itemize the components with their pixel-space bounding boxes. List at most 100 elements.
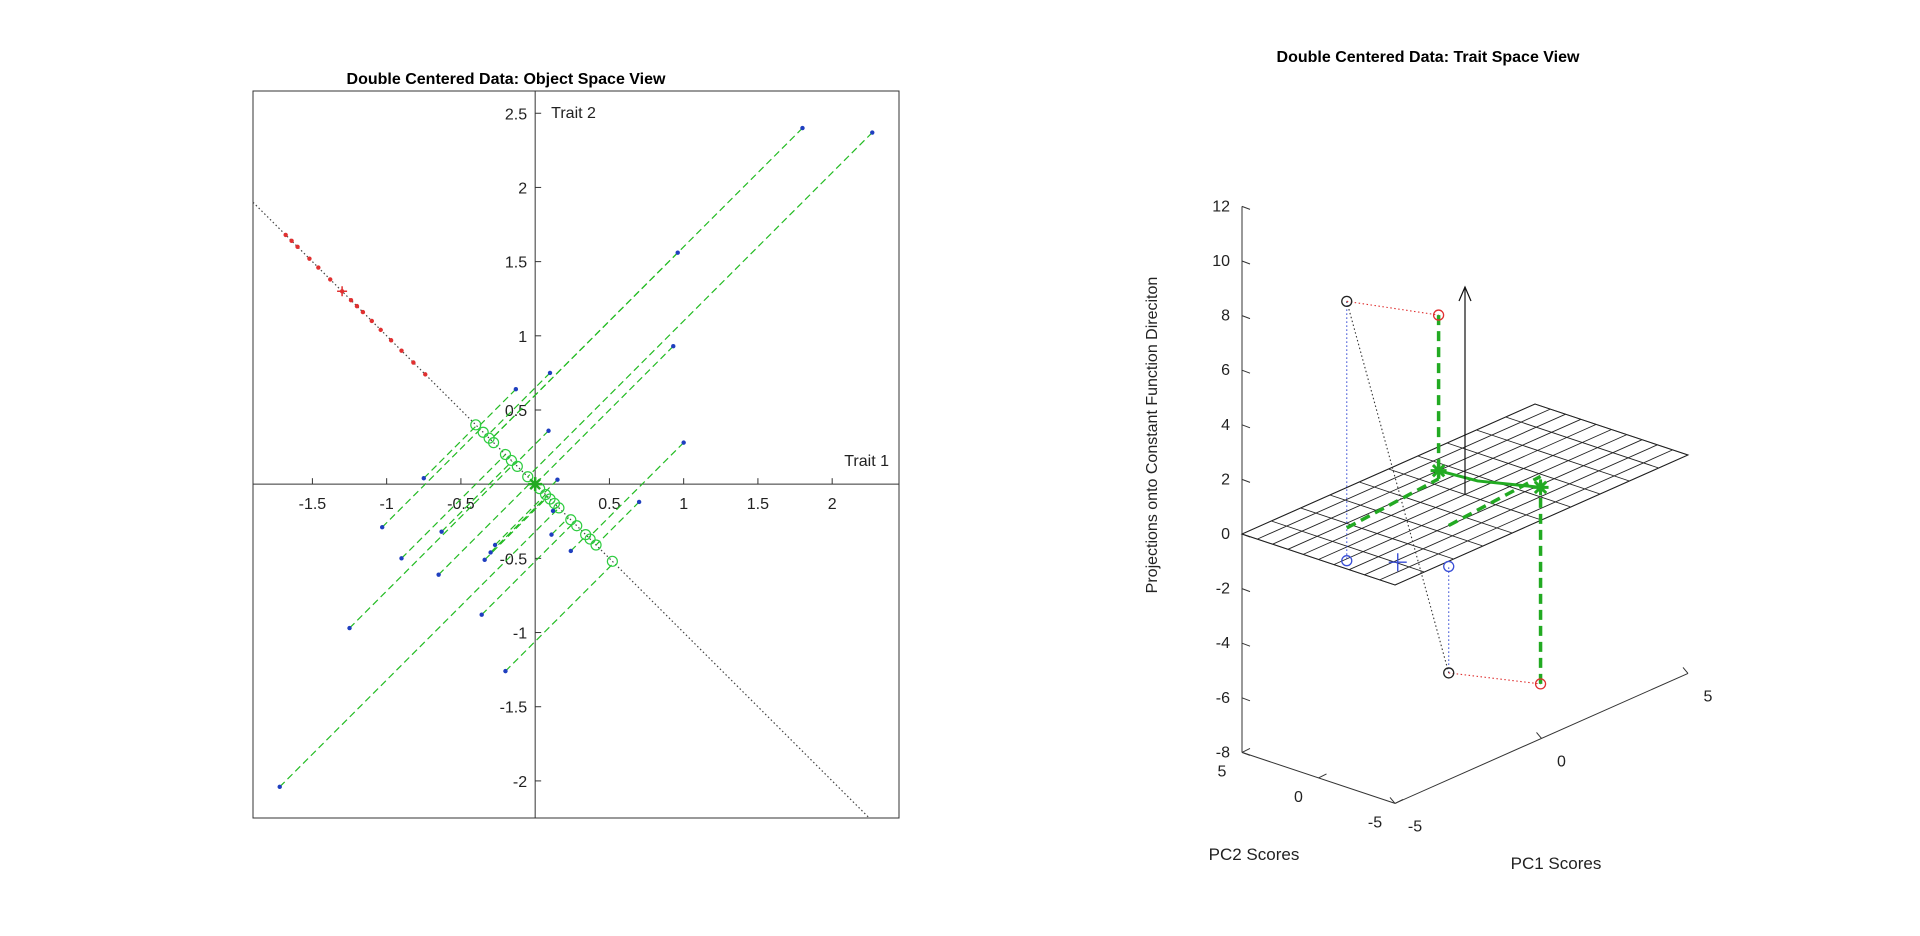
projection-line: [551, 517, 569, 536]
projection-line: [401, 454, 506, 559]
loading-point: [289, 238, 294, 244]
x-tick-label: -1.5: [299, 496, 327, 513]
pc2-axis-label: PC2 Scores: [1209, 845, 1300, 864]
trait-1-axis-label: Trait 1: [844, 453, 889, 470]
arrow-head: [1458, 285, 1472, 302]
blue-circle-point: [1341, 555, 1353, 567]
z-tick-label: -6: [1216, 690, 1230, 707]
projection-point: [487, 437, 500, 449]
z-tick-mark: [1241, 315, 1251, 320]
z-tick-label: 12: [1212, 198, 1230, 215]
projection-line: [486, 372, 551, 437]
x-tick-label: 2: [828, 496, 837, 513]
loading-point: [423, 372, 428, 377]
y-tick-label: 1.5: [505, 255, 527, 272]
loading-point: [283, 232, 288, 238]
data-point: [547, 370, 553, 376]
data-point: [421, 476, 426, 481]
z-tick-mark: [1241, 260, 1251, 265]
y-tick-label: -2: [513, 774, 527, 791]
data-point: [555, 477, 560, 482]
z-axis-label: Projections onto Constant Function Direc…: [1144, 277, 1161, 594]
black-circle-point: [1443, 667, 1455, 679]
x-tick-label: 0.5: [598, 496, 620, 513]
projection-line: [570, 534, 587, 552]
green-solid-vector: [1438, 469, 1541, 489]
pc1-tick-label: 0: [1557, 753, 1566, 770]
projection-line: [505, 562, 615, 672]
data-point: [675, 250, 680, 255]
data-point: [482, 557, 487, 563]
y-tick-label: -1.5: [500, 700, 528, 717]
z-tick-label: 10: [1212, 253, 1230, 270]
red-dotted-line: [1346, 300, 1439, 316]
loading-point: [354, 303, 360, 309]
mesh-line: [1476, 429, 1630, 482]
projection-point: [553, 502, 565, 514]
y-tick-label: -0.5: [500, 551, 528, 568]
trait-space-content: -8 -6 -4 -2 0 2 4 6 8 10 12 -5 0 5 -5 0 5: [1212, 198, 1712, 835]
loading-point: [411, 360, 416, 365]
red-circle-point: [1534, 678, 1547, 690]
x-tick-label: -1: [380, 496, 394, 513]
mesh-line: [1534, 403, 1689, 456]
data-point: [380, 525, 385, 530]
projection-point: [499, 448, 512, 461]
projection-point: [470, 419, 482, 431]
x-tick-label: -0.5: [447, 496, 475, 513]
z-tick-mark: [1241, 642, 1251, 647]
projection-point: [477, 426, 489, 438]
loading-point: [295, 244, 300, 249]
z-tick-label: 4: [1221, 417, 1230, 434]
projection-line: [494, 494, 546, 546]
data-point: [347, 625, 352, 631]
z-tick-mark: [1241, 588, 1251, 593]
z-tick-label: 0: [1221, 526, 1230, 543]
projection-point: [606, 555, 618, 567]
loading-point: [316, 265, 321, 270]
z-tick-mark: [1241, 205, 1251, 210]
pc1-tick-mark: [1389, 797, 1396, 804]
x-tick-label: 1: [679, 496, 688, 513]
data-point: [503, 668, 508, 674]
projection-line: [438, 480, 533, 576]
object-space-title: Double Centered Data: Object Space View: [347, 71, 666, 88]
green-dashed-base: [1345, 477, 1440, 530]
pc2-tick-label: 5: [1218, 763, 1227, 780]
data-point: [549, 532, 554, 537]
z-tick-label: 8: [1221, 308, 1230, 325]
blue-plus-marker: [1388, 553, 1407, 572]
data-point: [513, 387, 519, 392]
pc1-tick-label: -5: [1408, 818, 1422, 835]
z-tick-mark: [1241, 478, 1251, 483]
projection-line: [477, 388, 517, 428]
data-point: [488, 550, 493, 555]
z-tick-label: -4: [1216, 635, 1230, 652]
projection-line: [527, 132, 873, 478]
loading-point: [307, 256, 312, 261]
loading-point: [378, 327, 383, 333]
green-star-point: [1532, 479, 1549, 496]
projection-point: [522, 471, 534, 483]
data-point: [436, 572, 441, 577]
projection-line: [595, 501, 640, 546]
data-point: [681, 440, 686, 445]
z-tick-label: 6: [1221, 362, 1230, 379]
data-point: [492, 542, 498, 548]
projection-line: [490, 252, 679, 441]
trait-space-chart: Double Centered Data: Trait Space View -…: [1144, 49, 1713, 873]
data-point: [636, 499, 642, 505]
object-space-plot-area: [252, 90, 900, 819]
mesh-line: [1257, 408, 1551, 540]
y-tick-label: 0.5: [505, 403, 527, 420]
projection-line: [514, 430, 549, 465]
pc2-tick-label: 0: [1294, 789, 1303, 806]
pc2-tick-label: -5: [1368, 814, 1382, 831]
projection-line: [349, 462, 515, 629]
black-circle-point: [1341, 295, 1353, 308]
loading-point: [348, 297, 354, 303]
projection-line: [381, 428, 481, 528]
loading-point: [399, 348, 404, 353]
projection-point: [511, 460, 523, 472]
loading-point: [388, 338, 394, 343]
